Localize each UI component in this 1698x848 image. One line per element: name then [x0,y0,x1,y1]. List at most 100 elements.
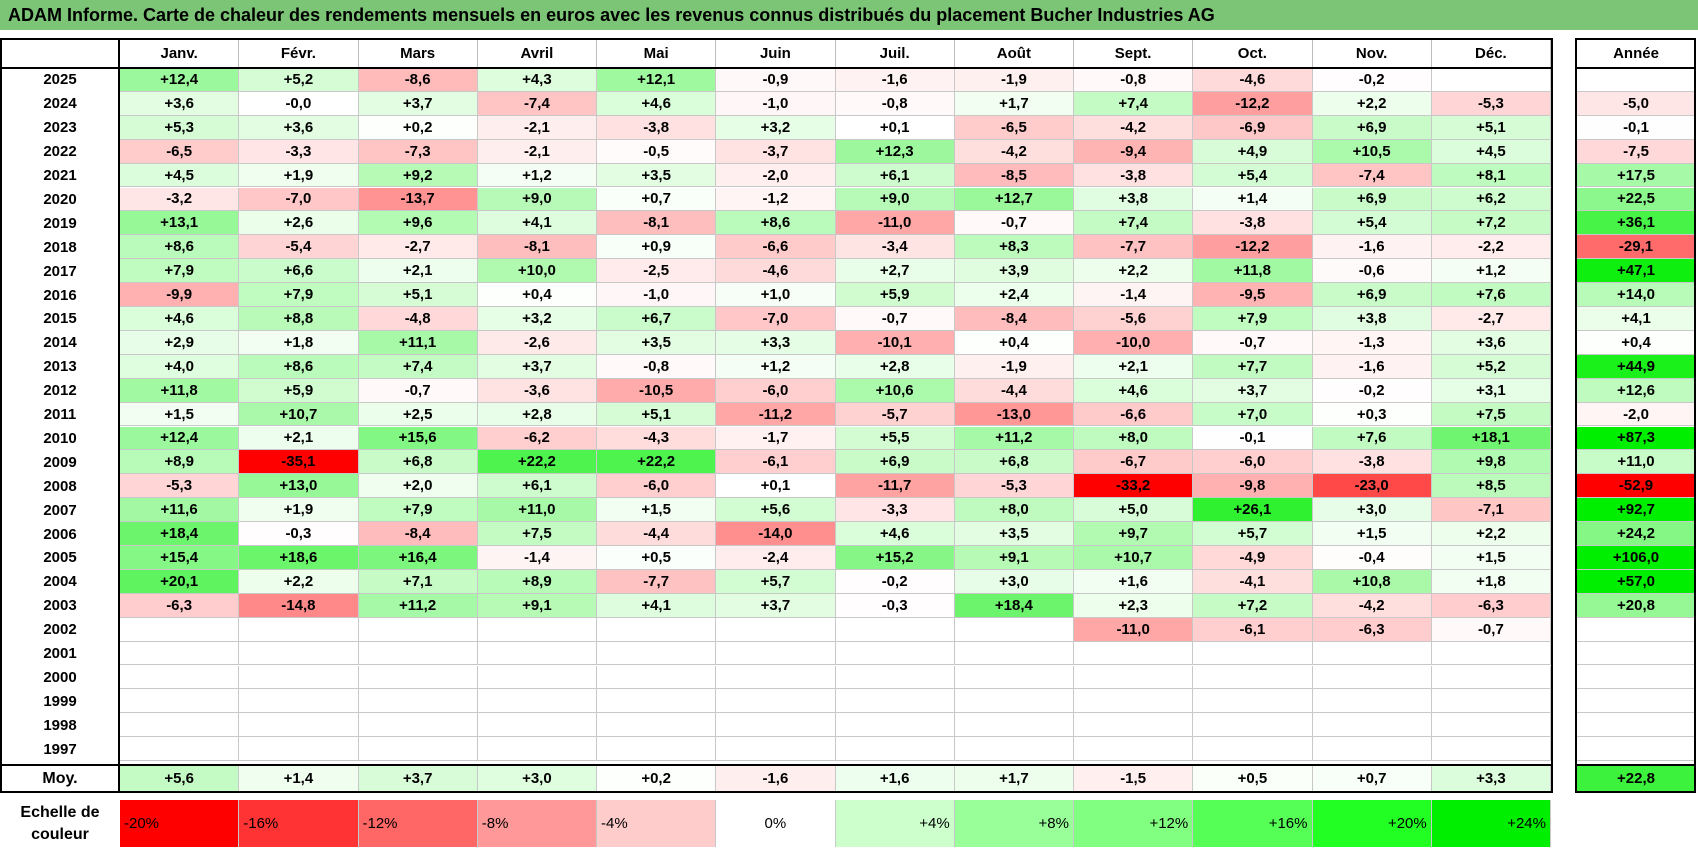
annual-total-cell: -52,9 [1577,474,1696,499]
heatmap-cell: +8,6 [716,211,836,236]
heatmap-cell: -1,6 [1312,354,1432,379]
year-total-header: Année [1577,39,1696,68]
heatmap-cell: -0,3 [835,593,955,618]
heatmap-cell: -5,4 [239,235,359,260]
heatmap-cell: -6,7 [1074,450,1194,475]
heatmap-cell: +12,3 [835,139,955,164]
heatmap-cell [1074,713,1194,738]
heatmap-cell: +2,2 [1074,259,1194,284]
heatmap-cell: +5,0 [1074,498,1194,523]
heatmap-cell: +3,6 [120,91,240,116]
month-header-1: Janv. [120,39,240,68]
heatmap-cell [358,689,478,714]
heatmap-cell [358,713,478,738]
heatmap-cell: -2,4 [716,546,836,570]
heatmap-cell: +6,7 [597,307,717,331]
row-year-label: 2019 [43,214,77,232]
heatmap-cell: +5,7 [1193,522,1313,546]
annual-total-cell: -7,5 [1577,139,1696,164]
heatmap-cell: +5,2 [239,68,359,92]
heatmap-cell [239,737,359,762]
heatmap-cell: +3,7 [358,91,478,116]
annual-total-cell: +87,3 [1577,426,1696,451]
heatmap-cell: -7,3 [358,139,478,164]
heatmap-cell: +4,3 [477,68,597,92]
row-year-label: 2020 [43,190,77,208]
annual-total-cell: +22,5 [1577,187,1696,212]
heatmap-cell: -0,7 [358,378,478,403]
heatmap-cell [120,689,240,714]
heatmap-cell: +0,3 [1312,402,1432,427]
heatmap-cell: -9,9 [120,283,240,307]
heatmap-cell: +10,7 [1074,546,1194,570]
row-year-label: 2002 [43,621,77,639]
heatmap-cell [716,617,836,642]
heatmap-cell: +1,2 [716,354,836,379]
month-header-6: Juin [716,39,836,68]
heatmap-cell [239,713,359,738]
heatmap-cell: -0,4 [1312,546,1432,570]
heatmap-cell: +5,6 [716,498,836,523]
annual-total-cell [1577,617,1696,642]
heatmap-cell: -4,8 [358,307,478,331]
row-year-label: 2009 [43,453,77,471]
average-top-rule-annual [1575,764,1696,766]
row-year-label: 2003 [43,597,77,615]
heatmap-cell: -4,2 [1074,115,1194,140]
heatmap-cell: -14,8 [239,593,359,618]
row-year-label: 1998 [43,716,77,734]
annual-total-cell [1577,641,1696,666]
average-annual-cell: +22,8 [1577,765,1696,792]
heatmap-cell: -0,8 [1074,68,1194,92]
color-scale-step: +4% [835,800,955,847]
heatmap-cell: +10,7 [239,402,359,427]
heatmap-cell: +2,4 [954,283,1074,307]
heatmap-cell [716,641,836,666]
heatmap-cell [954,665,1074,690]
heatmap-cell: +18,1 [1431,426,1551,451]
heatmap-cell: -3,7 [716,139,836,164]
heatmap-cell: -6,1 [716,450,836,475]
heatmap-cell: -4,6 [1193,68,1313,92]
heatmap-cell: -4,3 [597,426,717,451]
heatmap-cell: -33,2 [1074,474,1194,499]
heatmap-cell: -23,0 [1312,474,1432,499]
heatmap-cell [954,617,1074,642]
heatmap-cell: +13,0 [239,474,359,499]
heatmap-cell: +8,1 [1431,163,1551,188]
heatmap-cell: -2,1 [477,115,597,140]
heatmap-cell: -3,6 [477,378,597,403]
heatmap-cell [358,665,478,690]
heatmap-cell: +15,4 [120,546,240,570]
heatmap-cell: +8,0 [954,498,1074,523]
heatmap-cell: +3,7 [477,354,597,379]
heatmap-cell: +11,2 [954,426,1074,451]
heatmap-cell: -9,4 [1074,139,1194,164]
heatmap-cell: +7,9 [239,283,359,307]
heatmap-cell: -0,7 [835,307,955,331]
heatmap-cell: -1,3 [1312,330,1432,355]
heatmap-cell [1431,713,1551,738]
heatmap-cell: +0,9 [597,235,717,260]
heatmap-cell: +3,5 [597,163,717,188]
color-scale-step: +20% [1312,800,1432,847]
heatmap-cell: +1,8 [1431,569,1551,594]
heatmap-cell: -1,6 [1312,235,1432,260]
heatmap-cell: -8,1 [597,211,717,236]
color-scale-step: -12% [358,800,478,847]
heatmap-cell: -7,7 [1074,235,1194,260]
color-scale-step: 0% [716,800,836,847]
heatmap-cell: -8,5 [954,163,1074,188]
heatmap-cell: +5,1 [1431,115,1551,140]
heatmap-cell: +12,4 [120,426,240,451]
heatmap-cell: -2,7 [1431,307,1551,331]
heatmap-cell [597,689,717,714]
heatmap-cell: +0,5 [597,546,717,570]
heatmap-cell: +2,1 [1074,354,1194,379]
heatmap-cell [1431,641,1551,666]
heatmap-cell: +3,3 [716,330,836,355]
heatmap-cell: -2,0 [716,163,836,188]
heatmap-cell: +7,4 [1074,91,1194,116]
heatmap-cell: -0,0 [239,91,359,116]
annual-total-cell: +12,6 [1577,378,1696,403]
